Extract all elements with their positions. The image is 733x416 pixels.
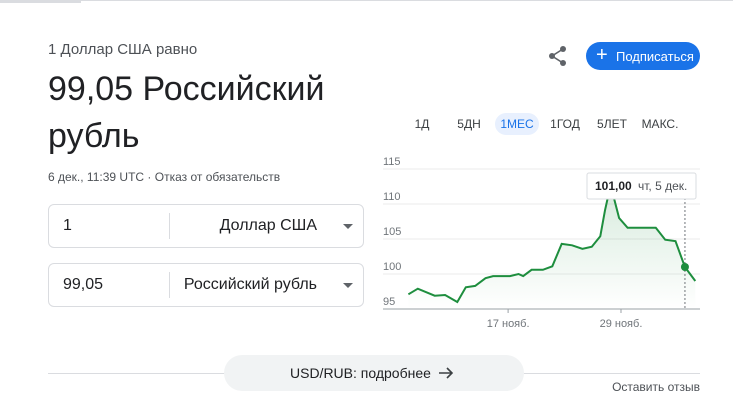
tooltip-value: 101,00 [595,179,632,193]
x-tick-label: 17 нояб. [487,318,530,330]
x-tick-label: 29 нояб. [600,318,643,330]
feedback-link[interactable]: Оставить отзыв [612,380,700,394]
converter-row[interactable]: 99,05 Российский рубль [48,263,364,307]
converted-value: 99,05 Российский рубль [48,70,325,155]
currency[interactable]: Российский рубль [183,276,317,293]
range-button[interactable]: МАКС. [642,117,679,131]
details-button[interactable]: USD/RUB: подробнее [224,355,524,391]
timestamp: 6 дек., 11:39 UTC · Отказ от обязательст… [48,170,281,184]
hover-point [680,263,689,271]
dropdown-arrow [343,283,353,288]
area [408,185,696,309]
range-button[interactable]: 1МЕС [500,117,534,131]
range-button[interactable]: 5ДН [457,117,480,131]
range-button[interactable]: 1Д [415,117,430,131]
arrow-icon [439,367,454,379]
subtitle: 1 Доллар США равно [48,41,198,58]
range-button[interactable]: 1ГОД [550,117,580,131]
subscribe-label: Подписаться [616,49,694,64]
y-tick-label: 100 [383,261,401,273]
currency[interactable]: Доллар США [219,217,317,234]
range-button[interactable]: 5ЛЕТ [597,117,628,131]
separator [169,213,170,239]
share-icon[interactable] [546,44,570,68]
y-tick-label: 110 [383,191,401,203]
dropdown-arrow [343,224,353,229]
details-label: USD/RUB: подробнее [290,365,431,381]
tooltip [586,172,697,200]
top-border [0,0,733,1]
separator [169,272,170,298]
tab-indicator [0,0,81,3]
y-tick-label: 105 [383,226,401,238]
amount[interactable]: 1 [63,217,72,234]
line [407,184,697,304]
amount[interactable]: 99,05 [63,276,104,293]
y-tick-label: 95 [383,296,395,308]
range-highlight [495,113,539,135]
subscribe-button[interactable]: + Подписаться [586,42,700,70]
tooltip-date: чт, 5 дек. [638,179,687,193]
converter-row[interactable]: 1 Доллар США [48,204,364,248]
y-tick-label: 115 [383,156,401,168]
